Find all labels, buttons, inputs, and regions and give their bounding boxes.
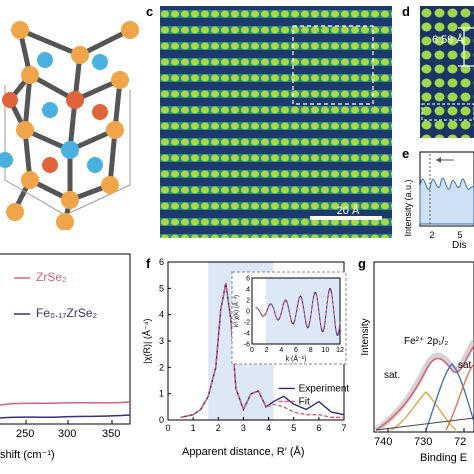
panel-label-g: g [358,256,366,271]
legend-label-experiment: Experiment [299,383,350,394]
svg-text:2: 2 [429,230,434,240]
inset-ytick-label: 4 [246,287,250,294]
g-ylabel: Intensity [360,318,371,355]
sat-label-1: sat. [384,370,401,381]
inset-ytick-label: -2 [244,320,250,327]
panel-label-f: f [146,256,151,271]
inset-xtick-label: 0 [250,347,254,354]
xtick-label: 7 [341,423,346,433]
xtick-label: 1 [191,423,196,433]
panel-label-e: e [402,146,410,161]
ytick-label: 4 [159,310,164,320]
g-xlabel: Binding E [420,452,468,464]
distance-label: 6.59 Å [432,34,464,46]
ytick-label: 2 [159,362,164,372]
raman-spectrum [0,253,131,425]
sat-label-2: sat [458,360,472,371]
inset-xlabel: k (Å⁻¹) [286,354,307,363]
g-xtick-730: 730 [414,436,433,448]
xps-annotation: Fe²⁺ 2p₁/₂ [404,336,449,347]
series-line-fit [180,282,344,419]
xps-chart: Intensity [360,261,474,433]
inset-ytick-label: -4 [244,331,250,338]
ytick-label: 0 [159,415,164,425]
xtick-250: 250 [16,428,35,440]
f-ylabel: |χ(R)| (Å⁻⁴) [142,318,152,363]
e-ylabel: Intensity (a.u.) [403,179,413,236]
region-box [292,25,374,105]
inset-xtick-label: 6 [294,347,298,354]
xtick-label: 6 [316,423,321,433]
xtick-label: 0 [165,423,170,433]
ytick-label: 6 [159,257,164,267]
crystal-structure [0,21,139,230]
inset-xtick-label: 10 [321,347,329,354]
legend-label-fit: Fit [299,396,310,407]
legend-zrse2: ZrSe₂ [36,270,67,284]
panel-label-c: c [146,4,154,19]
raman-xlabel: shift (cm⁻¹) [0,449,55,461]
inset-xtick-label: 2 [265,347,269,354]
g-xtick-72: 72 [454,436,467,448]
g-xtick-740: 740 [374,436,393,448]
inset-fit-line [255,289,341,335]
xtick-350: 350 [102,428,121,440]
stem-image-c [160,6,392,238]
inset-xtick-label: 12 [336,347,344,354]
inset-ytick-label: 6 [246,276,250,283]
inset-xtick-label: 4 [279,347,283,354]
xtick-label: 5 [291,423,296,433]
inset-ylabel: k³·χ(k) (Å⁻³) [233,295,240,327]
inset-ytick-label: -6 [244,342,250,349]
stem-image-d [420,6,474,138]
inset-frame [251,277,341,345]
legend-fezrse2: Fe₀.₁₇ZrSe₂ [36,306,98,320]
ytick-label: 1 [159,389,164,399]
f-xlabel: Apparent distance, R′ (Å) [182,446,305,458]
line-profile-e: Intensity (a.u.) 2 5 [403,151,474,240]
xtick-label: 2 [216,423,221,433]
ytick-label: 3 [159,336,164,346]
xtick-300: 300 [58,428,77,440]
inset-xtick-label: 8 [309,347,313,354]
xtick-label: 3 [241,423,246,433]
inset-ytick-label: 2 [246,298,250,305]
xtick-label: 4 [266,423,271,433]
svg-text:5: 5 [457,230,462,240]
ytick-label: 5 [159,283,164,293]
panel-label-d: d [402,4,410,19]
e-xlabel: Dis [452,240,467,251]
inset-fit-window [266,278,340,344]
scale-bar-label: 20 Å [336,205,360,217]
inset-ytick-label: 0 [246,309,250,316]
